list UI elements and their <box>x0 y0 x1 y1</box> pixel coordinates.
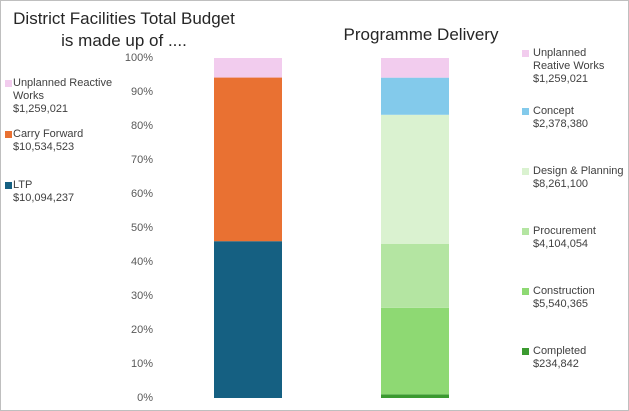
y-tick-label-10: 10% <box>130 358 153 370</box>
y-tick-label-70: 70% <box>130 154 153 166</box>
chart2-legend-value-design-planning: $8,261,100 <box>533 178 589 190</box>
y-tick-label-30: 30% <box>130 290 153 302</box>
chart1-bar-segment-carry-forward <box>214 77 282 242</box>
y-tick-label-50: 50% <box>130 222 153 234</box>
chart2-title: Programme Delivery <box>343 25 499 44</box>
y-tick-label-80: 80% <box>130 120 153 132</box>
chart2-legend-value-concept: $2,378,380 <box>533 118 589 130</box>
chart1-legend-key-carry-forward <box>5 131 12 138</box>
chart2-legend-value-procurement: $4,104,054 <box>533 238 589 250</box>
chart2-legend-label-concept: Concept <box>533 105 574 117</box>
chart1-bar-segment-unplanned-reactive-works <box>214 58 282 78</box>
y-tick-label-60: 60% <box>130 188 153 200</box>
chart2-legend-value-construction: $5,540,365 <box>533 298 589 310</box>
chart2-bar-segment-procurement <box>381 243 449 308</box>
chart2-legend-label-construction: Construction <box>533 285 595 297</box>
chart1-legend-label-carry-forward: Carry Forward <box>13 128 84 140</box>
chart2-legend-label-unplanned-reative-works: Unplanned Reative Works <box>533 47 605 72</box>
y-tick-label-40: 40% <box>130 256 153 268</box>
chart2-legend-value-completed: $234,842 <box>533 358 579 370</box>
chart1-legend-value-carry-forward: $10,534,523 <box>13 141 75 153</box>
chart1-legend-value-ltp: $10,094,237 <box>13 192 75 204</box>
chart1-legend-key-unplanned-reactive-works <box>5 80 12 87</box>
chart2-legend-key-unplanned-reative-works <box>522 50 529 57</box>
chart2-legend-label-design-planning: Design & Planning <box>533 165 624 177</box>
chart2-bar-segment-concept <box>381 77 449 115</box>
chart2-bar-segment-construction <box>381 307 449 395</box>
chart2-legend-label-procurement: Procurement <box>533 225 596 237</box>
chart1-legend-value-unplanned-reactive-works: $1,259,021 <box>13 103 69 115</box>
chart2-legend-key-completed <box>522 348 529 355</box>
chart1-legend-key-ltp <box>5 182 12 189</box>
chart2-legend-key-procurement <box>522 228 529 235</box>
y-tick-label-20: 20% <box>130 324 153 336</box>
chart1-bar-segment-ltp <box>214 241 282 398</box>
chart2-legend-value-unplanned-reative-works: $1,259,021 <box>533 73 589 85</box>
chart1-legend-label-unplanned-reactive-works: Unplanned Reactive Works <box>13 77 113 102</box>
chart2-bar-segment-unplanned-reative-works <box>381 58 449 78</box>
chart1-legend-label-ltp: LTP <box>13 179 33 191</box>
y-tick-label-90: 90% <box>130 86 153 98</box>
chart2-bar-segment-completed <box>381 394 449 398</box>
chart2-legend-key-construction <box>522 288 529 295</box>
chart1-title-line2: is made up of .... <box>61 31 187 50</box>
y-tick-label-100: 100% <box>124 52 153 64</box>
chart2-legend-label-completed: Completed <box>533 345 587 357</box>
chart2-bar-segment-design-planning <box>381 114 449 244</box>
chart1-title-line1: District Facilities Total Budget <box>13 9 235 28</box>
chart2-legend-key-design-planning <box>522 168 529 175</box>
chart2-legend-key-concept <box>522 108 529 115</box>
y-tick-label-0: 0% <box>137 392 153 404</box>
